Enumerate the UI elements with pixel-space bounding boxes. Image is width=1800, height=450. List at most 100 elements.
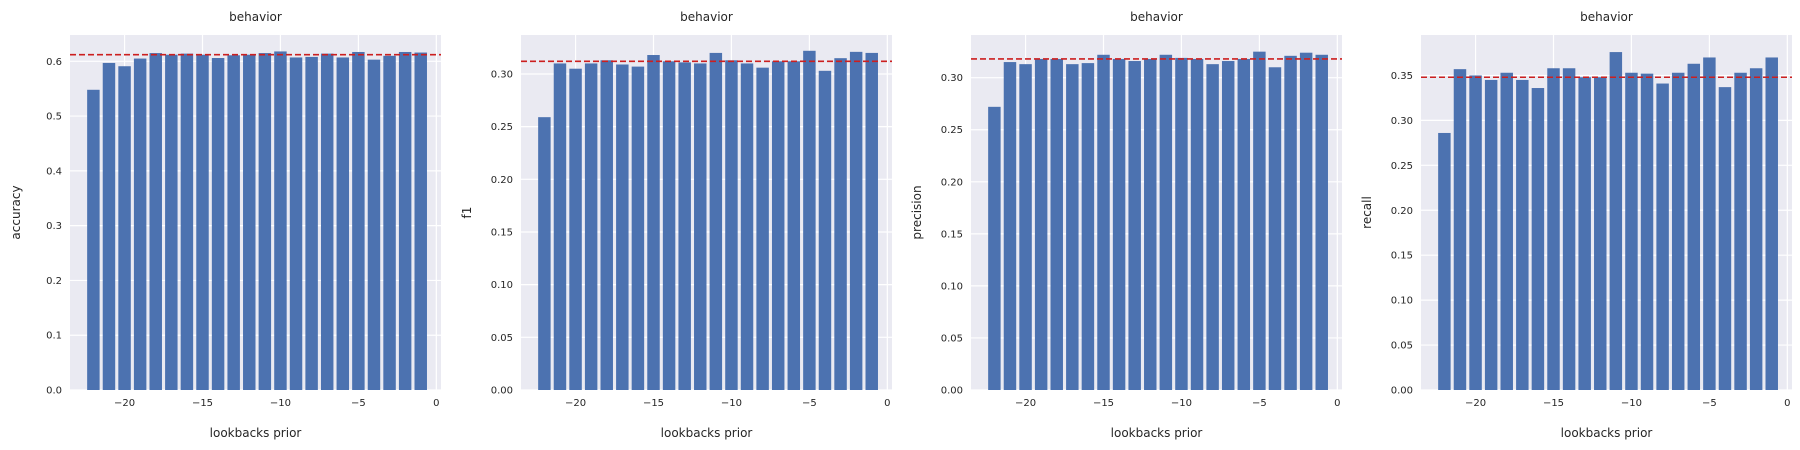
bar (1237, 58, 1251, 391)
bar (336, 57, 350, 390)
bar (818, 70, 832, 390)
bar (414, 52, 427, 391)
x-tick-label: −15 (1543, 398, 1564, 409)
y-tick-label: 0.1 (46, 331, 62, 342)
x-tick-label: −20 (114, 398, 135, 409)
bar (771, 61, 785, 390)
bar (180, 53, 194, 390)
y-tick-label: 0.2 (46, 276, 62, 287)
bar (1656, 83, 1669, 390)
y-tick-label: 0.00 (491, 386, 513, 397)
bar (1484, 79, 1498, 390)
bar (1531, 88, 1545, 390)
bar (569, 68, 582, 390)
y-tick-label: 0.30 (491, 69, 513, 80)
bar (1299, 52, 1313, 391)
y-tick-label: 0.20 (941, 177, 963, 188)
bar (289, 57, 303, 390)
x-axis-label: lookbacks prior (1561, 426, 1653, 440)
bar (398, 51, 412, 390)
x-tick-label: −15 (192, 398, 213, 409)
bar (149, 53, 162, 390)
y-tick-label: 0.25 (491, 122, 513, 133)
bar (1268, 67, 1282, 390)
bar (1718, 87, 1732, 390)
y-tick-label: 0.25 (941, 125, 963, 136)
x-tick-label: −20 (1465, 398, 1486, 409)
y-tick-label: 0.15 (941, 229, 963, 240)
bar (709, 52, 723, 390)
bar (988, 106, 1001, 390)
bar (320, 53, 334, 390)
y-tick-label: 0.00 (941, 386, 963, 397)
x-tick-label: −10 (270, 398, 291, 409)
y-tick-label: 0.20 (1391, 206, 1413, 217)
bar (1144, 58, 1157, 391)
bar (1469, 75, 1482, 390)
x-axis-label: lookbacks prior (210, 426, 302, 440)
bar (584, 63, 598, 390)
y-tick-label: 0.3 (46, 221, 62, 232)
bar (1516, 79, 1529, 390)
bar (1671, 72, 1685, 391)
y-tick-label: 0.00 (1391, 386, 1413, 397)
y-tick-label: 0.20 (491, 175, 513, 186)
bar (1050, 58, 1063, 391)
bar (647, 55, 660, 391)
y-tick-label: 0.0 (46, 386, 62, 397)
bar (678, 62, 691, 390)
bar (352, 51, 365, 390)
x-tick-label: −20 (565, 398, 586, 409)
bar (631, 66, 645, 391)
bar (1284, 55, 1297, 391)
bar (1128, 61, 1141, 390)
bar (538, 117, 551, 391)
y-tick-label: 0.30 (941, 73, 963, 84)
y-axis-label: accuracy (9, 185, 23, 239)
x-axis-label: lookbacks prior (661, 426, 753, 440)
bar (803, 50, 816, 391)
x-tick-label: −5 (1702, 398, 1717, 409)
bar (1019, 64, 1032, 390)
x-tick-label: 0 (884, 398, 890, 409)
bar (1175, 57, 1188, 390)
x-tick-label: −5 (1252, 398, 1267, 409)
bar (1609, 52, 1623, 390)
bar (1625, 72, 1638, 391)
bar (1190, 58, 1204, 391)
y-tick-label: 0.10 (491, 280, 513, 291)
subplot-recall: 0.00 0.05 0.10 0.15 0.20 0.25 0.30 0.35 −20 −15 −1… (1360, 10, 1792, 440)
bar (1640, 73, 1654, 390)
x-axis-label: lookbacks prior (1111, 426, 1203, 440)
bar (227, 55, 240, 391)
bar (1221, 61, 1235, 390)
bar (1159, 54, 1173, 390)
y-tick-label: 0.15 (1391, 251, 1413, 262)
chart-title: behavior (229, 10, 282, 24)
y-tick-label: 0.05 (941, 333, 963, 344)
y-axis-label: precision (910, 185, 924, 239)
y-tick-label: 0.25 (1391, 161, 1413, 172)
x-tick-label: −10 (1621, 398, 1642, 409)
bar (740, 63, 754, 390)
bar (1253, 51, 1266, 390)
bar (1562, 68, 1576, 390)
bar (367, 59, 381, 391)
bar (1315, 54, 1328, 390)
x-tick-label: −15 (643, 398, 664, 409)
x-tick-label: 0 (433, 398, 439, 409)
x-tick-label: −15 (1093, 398, 1114, 409)
bar (1687, 63, 1701, 391)
bar (1081, 63, 1095, 390)
y-tick-label: 0.10 (1391, 296, 1413, 307)
y-tick-label: 0.35 (1391, 71, 1413, 82)
bar (118, 66, 131, 390)
bar (1500, 72, 1513, 391)
x-tick-label: −5 (351, 398, 366, 409)
y-tick-label: 0.10 (941, 281, 963, 292)
bar (849, 51, 863, 390)
bar (1206, 64, 1219, 390)
bar (165, 54, 178, 390)
chart-title: behavior (680, 10, 733, 24)
